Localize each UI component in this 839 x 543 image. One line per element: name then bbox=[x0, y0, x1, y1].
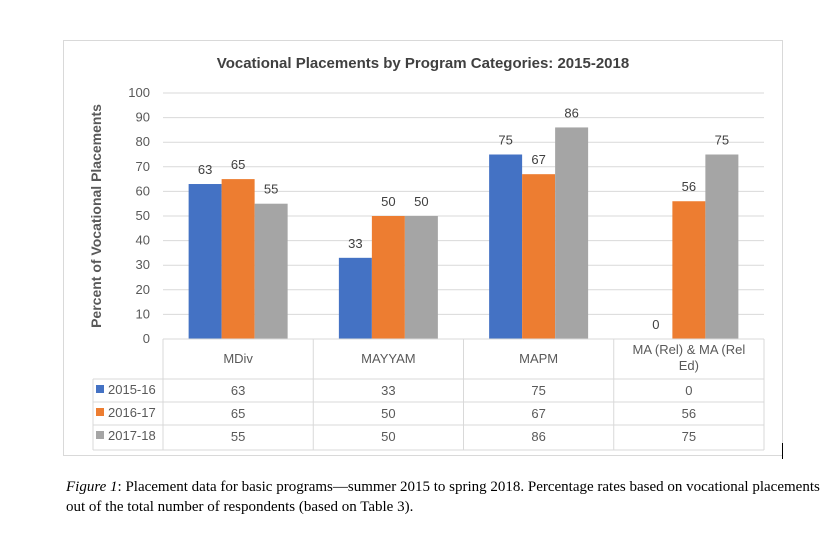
bar-2017-18-MDiv bbox=[254, 203, 288, 339]
y-tick-label: 90 bbox=[136, 110, 150, 125]
legend-swatch-2015-16 bbox=[96, 385, 104, 393]
table-cell: 75 bbox=[531, 383, 545, 398]
data-label: 75 bbox=[498, 133, 512, 148]
bar-2017-18-MAPM bbox=[555, 127, 589, 339]
table-cell: 56 bbox=[682, 406, 696, 421]
divider-line bbox=[782, 443, 783, 459]
data-label: 55 bbox=[264, 182, 278, 197]
data-label: 75 bbox=[715, 133, 729, 148]
data-label: 50 bbox=[381, 194, 395, 209]
y-tick-label: 40 bbox=[136, 233, 150, 248]
table-cell: 55 bbox=[231, 429, 245, 444]
table-cell: 50 bbox=[381, 406, 395, 421]
category-label: MDiv bbox=[223, 351, 253, 366]
table-cell: 67 bbox=[531, 406, 545, 421]
y-tick-label: 80 bbox=[136, 134, 150, 149]
legend-label: 2017-18 bbox=[108, 428, 156, 443]
caption-lead: Figure 1 bbox=[66, 479, 118, 495]
bar-2016-17-MAYYAM bbox=[371, 216, 405, 339]
figure-caption: Figure 1: Placement data for basic progr… bbox=[66, 477, 836, 517]
data-label: 33 bbox=[348, 236, 362, 251]
data-label: 86 bbox=[564, 105, 578, 120]
y-tick-label: 60 bbox=[136, 183, 150, 198]
table-cell: 63 bbox=[231, 383, 245, 398]
data-label: 63 bbox=[198, 162, 212, 177]
y-tick-label: 30 bbox=[136, 257, 150, 272]
y-tick-label: 20 bbox=[136, 282, 150, 297]
bar-2017-18-MA (Rel) & MA (Rel Ed) bbox=[705, 154, 739, 339]
bar-2017-18-MAYYAM bbox=[404, 216, 438, 339]
data-label: 65 bbox=[231, 157, 245, 172]
data-label: 0 bbox=[652, 317, 659, 332]
y-tick-label: 10 bbox=[136, 306, 150, 321]
data-label: 67 bbox=[531, 152, 545, 167]
legend-swatch-2017-18 bbox=[96, 431, 104, 439]
bar-2015-16-MDiv bbox=[188, 184, 222, 339]
table-cell: 86 bbox=[531, 429, 545, 444]
table-cell: 65 bbox=[231, 406, 245, 421]
category-label: MA (Rel) & MA (Rel Ed) bbox=[633, 342, 746, 373]
table-cell: 33 bbox=[381, 383, 395, 398]
chart-title: Vocational Placements by Program Categor… bbox=[216, 55, 630, 72]
caption-text: : Placement data for basic programs—summ… bbox=[66, 479, 820, 515]
data-label: 50 bbox=[414, 194, 428, 209]
y-tick-label: 50 bbox=[136, 208, 150, 223]
table-cell: 0 bbox=[685, 383, 692, 398]
chart-frame bbox=[63, 40, 783, 456]
bar-2015-16-MAPM bbox=[489, 154, 523, 339]
category-label: MAYYAM bbox=[361, 351, 415, 366]
legend-label: 2015-16 bbox=[108, 382, 156, 397]
table-cell: 50 bbox=[381, 429, 395, 444]
bar-2016-17-MDiv bbox=[221, 179, 255, 339]
y-tick-label: 70 bbox=[136, 159, 150, 174]
y-tick-label: 100 bbox=[128, 85, 150, 100]
data-label: 56 bbox=[682, 179, 696, 194]
table-cell: 75 bbox=[682, 429, 696, 444]
y-tick-label: 0 bbox=[143, 331, 150, 346]
legend-label: 2016-17 bbox=[108, 405, 156, 420]
bar-2016-17-MA (Rel) & MA (Rel Ed) bbox=[672, 201, 706, 339]
legend-swatch-2016-17 bbox=[96, 408, 104, 416]
bar-2016-17-MAPM bbox=[522, 174, 556, 339]
category-label: MAPM bbox=[519, 351, 558, 366]
bar-2015-16-MAYYAM bbox=[338, 257, 372, 339]
